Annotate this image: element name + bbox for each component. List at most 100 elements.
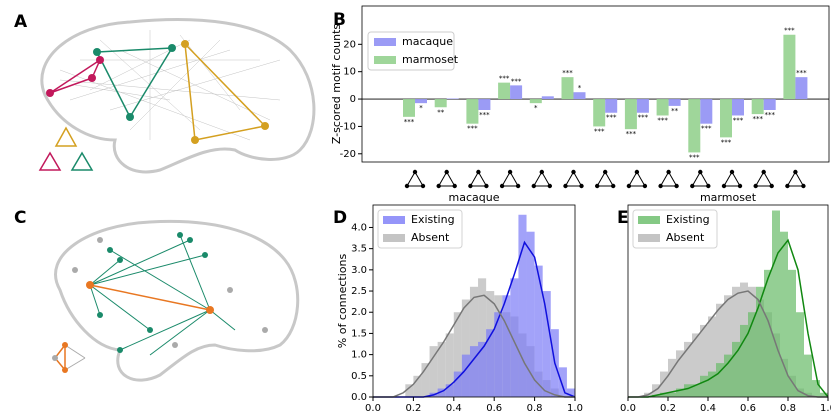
histogram-bar (421, 363, 430, 397)
histogram-bar (445, 333, 454, 397)
histogram-bar (692, 333, 700, 397)
motif-node (642, 183, 648, 189)
legend-label: Absent (666, 231, 705, 244)
brain-illustration-c (52, 219, 300, 382)
significance-label: *** (784, 27, 795, 35)
bar (605, 99, 618, 113)
histogram-bar (461, 299, 470, 397)
motif-triangle (786, 170, 805, 187)
motif-node (706, 183, 711, 189)
histogram-bar (660, 392, 668, 397)
motif-node (515, 183, 521, 189)
histogram-bar (445, 384, 454, 397)
histogram-bar (724, 295, 732, 397)
motif-node (801, 183, 806, 189)
motif-icon (531, 169, 552, 189)
y-axis-label: Z-scored motif counts (330, 24, 343, 145)
bar (795, 77, 808, 100)
plot-frame (372, 204, 576, 398)
motif-triangle (469, 170, 488, 187)
significance-label: ** (671, 107, 679, 115)
motif-node (468, 183, 473, 189)
bar (751, 99, 764, 115)
bar (466, 99, 479, 124)
motif-node (563, 183, 568, 189)
y-tick-label: 2.5 (351, 286, 367, 297)
motif-triangle (437, 170, 456, 187)
histogram-bar (478, 278, 487, 397)
bar (415, 99, 427, 104)
motif-node (595, 183, 600, 189)
histogram-bar (716, 363, 724, 397)
motif-node (412, 169, 418, 175)
bar (561, 77, 574, 100)
motif-icon (468, 169, 489, 189)
significance-label: *** (562, 69, 573, 77)
x-tick-label: 0.2 (660, 403, 676, 414)
significance-label: *** (657, 116, 668, 124)
x-tick-label: 0.6 (740, 403, 756, 414)
bar (434, 99, 447, 108)
histogram-bar (708, 316, 716, 397)
motif-node (674, 183, 679, 189)
histogram-bar (453, 371, 462, 397)
histogram-bar (692, 384, 700, 397)
legend-swatch (638, 216, 660, 224)
motif-node (539, 169, 544, 175)
motif-node (420, 183, 426, 189)
histogram-bar (820, 392, 828, 397)
motif-node (769, 183, 774, 189)
y-tick-label: 3.5 (351, 244, 367, 255)
histogram-bar (804, 354, 812, 397)
histogram-bar (788, 269, 796, 397)
y-tick-label: 0 (350, 94, 356, 105)
bar (688, 99, 701, 153)
motif-icon (721, 169, 743, 189)
bar (510, 85, 523, 100)
chart-title: macaque (449, 191, 500, 204)
histogram-bar (668, 358, 676, 397)
motif-icon (563, 169, 584, 189)
histogram-bar (796, 312, 804, 397)
histogram-bar (684, 341, 692, 397)
motif-triangle (628, 170, 646, 187)
histogram-bar (542, 291, 551, 397)
histogram-bar (700, 375, 708, 397)
histogram-bar (700, 324, 708, 397)
significance-label: *** (626, 130, 637, 138)
x-tick-label: 0.4 (446, 403, 462, 414)
x-tick-label: 0.4 (700, 403, 716, 414)
legend-swatch (374, 56, 396, 64)
brain-illustration-a (38, 17, 316, 174)
significance-label: *** (689, 153, 700, 161)
motif-node (452, 183, 457, 189)
bar (624, 99, 637, 130)
significance-label: *** (499, 75, 510, 83)
legend-swatch (383, 234, 405, 242)
motif-node (611, 183, 616, 189)
motif-node (499, 183, 505, 189)
x-tick-label: 0.2 (405, 403, 421, 414)
histogram-bar (469, 286, 479, 397)
panel-label: A (14, 12, 28, 32)
bar (498, 82, 511, 100)
y-tick-label: 1.5 (351, 328, 367, 339)
motif-node (698, 169, 703, 175)
histogram-bar (764, 269, 772, 397)
x-tick-label: 0.8 (527, 403, 543, 414)
motif-triangle (532, 170, 551, 187)
y-tick-label: 2.0 (351, 307, 367, 318)
legend-swatch (638, 234, 660, 242)
bar (593, 99, 606, 127)
significance-label: *** (511, 77, 522, 85)
motif-node (507, 169, 513, 175)
y-tick-label: -10 (340, 121, 356, 132)
histogram-bar (461, 354, 470, 397)
legend-label: Existing (666, 213, 710, 226)
y-tick-label: 0.0 (351, 392, 367, 403)
motif-node (626, 183, 632, 189)
histogram-bar (740, 324, 748, 397)
motif-icon (595, 169, 616, 189)
histogram-bar (534, 265, 543, 397)
